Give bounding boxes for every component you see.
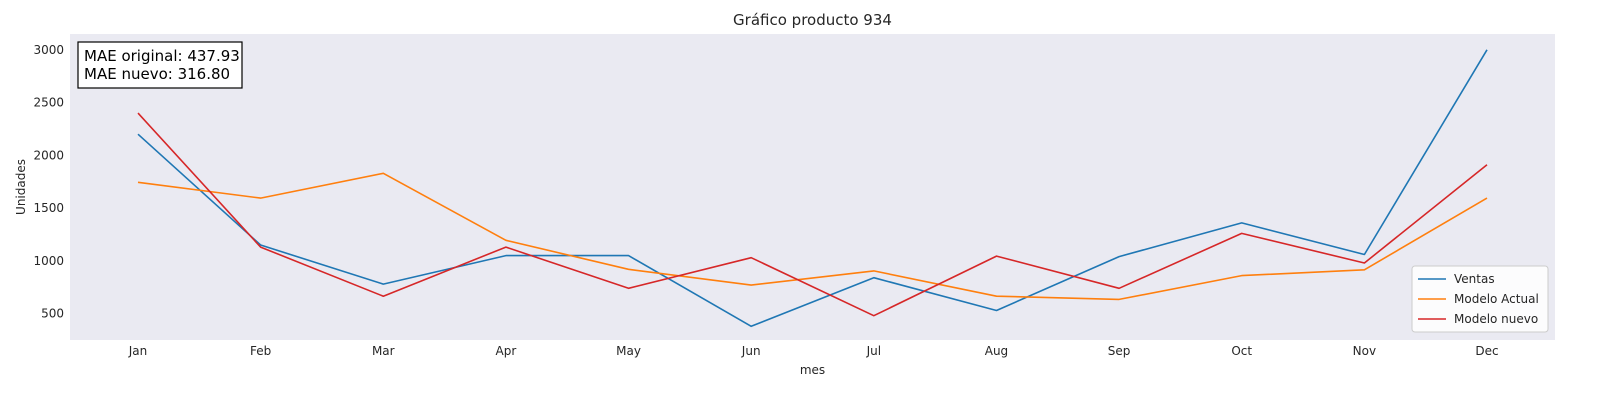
legend: Ventas Modelo Actual Modelo nuevo [1411, 265, 1549, 333]
series-line-ventas [137, 49, 1488, 328]
chart-title: Gráfico producto 934 [733, 11, 892, 29]
y-tick-label-2500: 2500 [33, 96, 64, 110]
x-axis-label: mes [800, 363, 825, 377]
x-tick-label-nov: Nov [1353, 344, 1376, 358]
x-tick-label-dec: Dec [1475, 344, 1498, 358]
legend-frame [1411, 265, 1549, 333]
x-tick-label-aug: Aug [985, 344, 1008, 358]
x-tick-label-jul: Jul [866, 344, 881, 358]
annotation-line-mae-nuevo: MAE nuevo: 316.80 [84, 65, 230, 83]
y-tick-label-3000: 3000 [33, 43, 64, 57]
series-layer [137, 49, 1488, 328]
x-tick-label-jan: Jan [128, 344, 148, 358]
x-tick-label-sep: Sep [1108, 344, 1131, 358]
series-line-modelo-nuevo [137, 112, 1488, 317]
y-tick-label-1000: 1000 [33, 254, 64, 268]
annotation-border [77, 41, 243, 89]
annotation-line-mae-original: MAE original: 437.93 [84, 47, 240, 65]
legend-label-ventas: Ventas [1454, 272, 1495, 286]
y-tick-label-500: 500 [41, 307, 64, 321]
legend-label-modelo-nuevo: Modelo nuevo [1454, 312, 1538, 326]
y-axis-ticks: 500 1000 1500 2000 2500 3000 [33, 43, 64, 321]
x-tick-label-oct: Oct [1231, 344, 1252, 358]
mae-annotation-box: MAE original: 437.93 MAE nuevo: 316.80 [77, 41, 243, 89]
x-tick-label-mar: Mar [372, 344, 395, 358]
plot-area [70, 34, 1555, 340]
y-axis-label: Unidades [14, 159, 28, 215]
x-tick-label-jun: Jun [741, 344, 761, 358]
y-tick-label-2000: 2000 [33, 148, 64, 162]
x-tick-label-may: May [616, 344, 641, 358]
x-tick-label-apr: Apr [496, 344, 517, 358]
series-line-modelo-actual [137, 172, 1488, 301]
y-tick-label-1500: 1500 [33, 201, 64, 215]
legend-label-modelo-actual: Modelo Actual [1454, 292, 1539, 306]
x-tick-label-feb: Feb [250, 344, 271, 358]
x-axis-ticks: Jan Feb Mar Apr May Jun Jul Aug Sep Oct Nov Dec [128, 344, 1499, 358]
